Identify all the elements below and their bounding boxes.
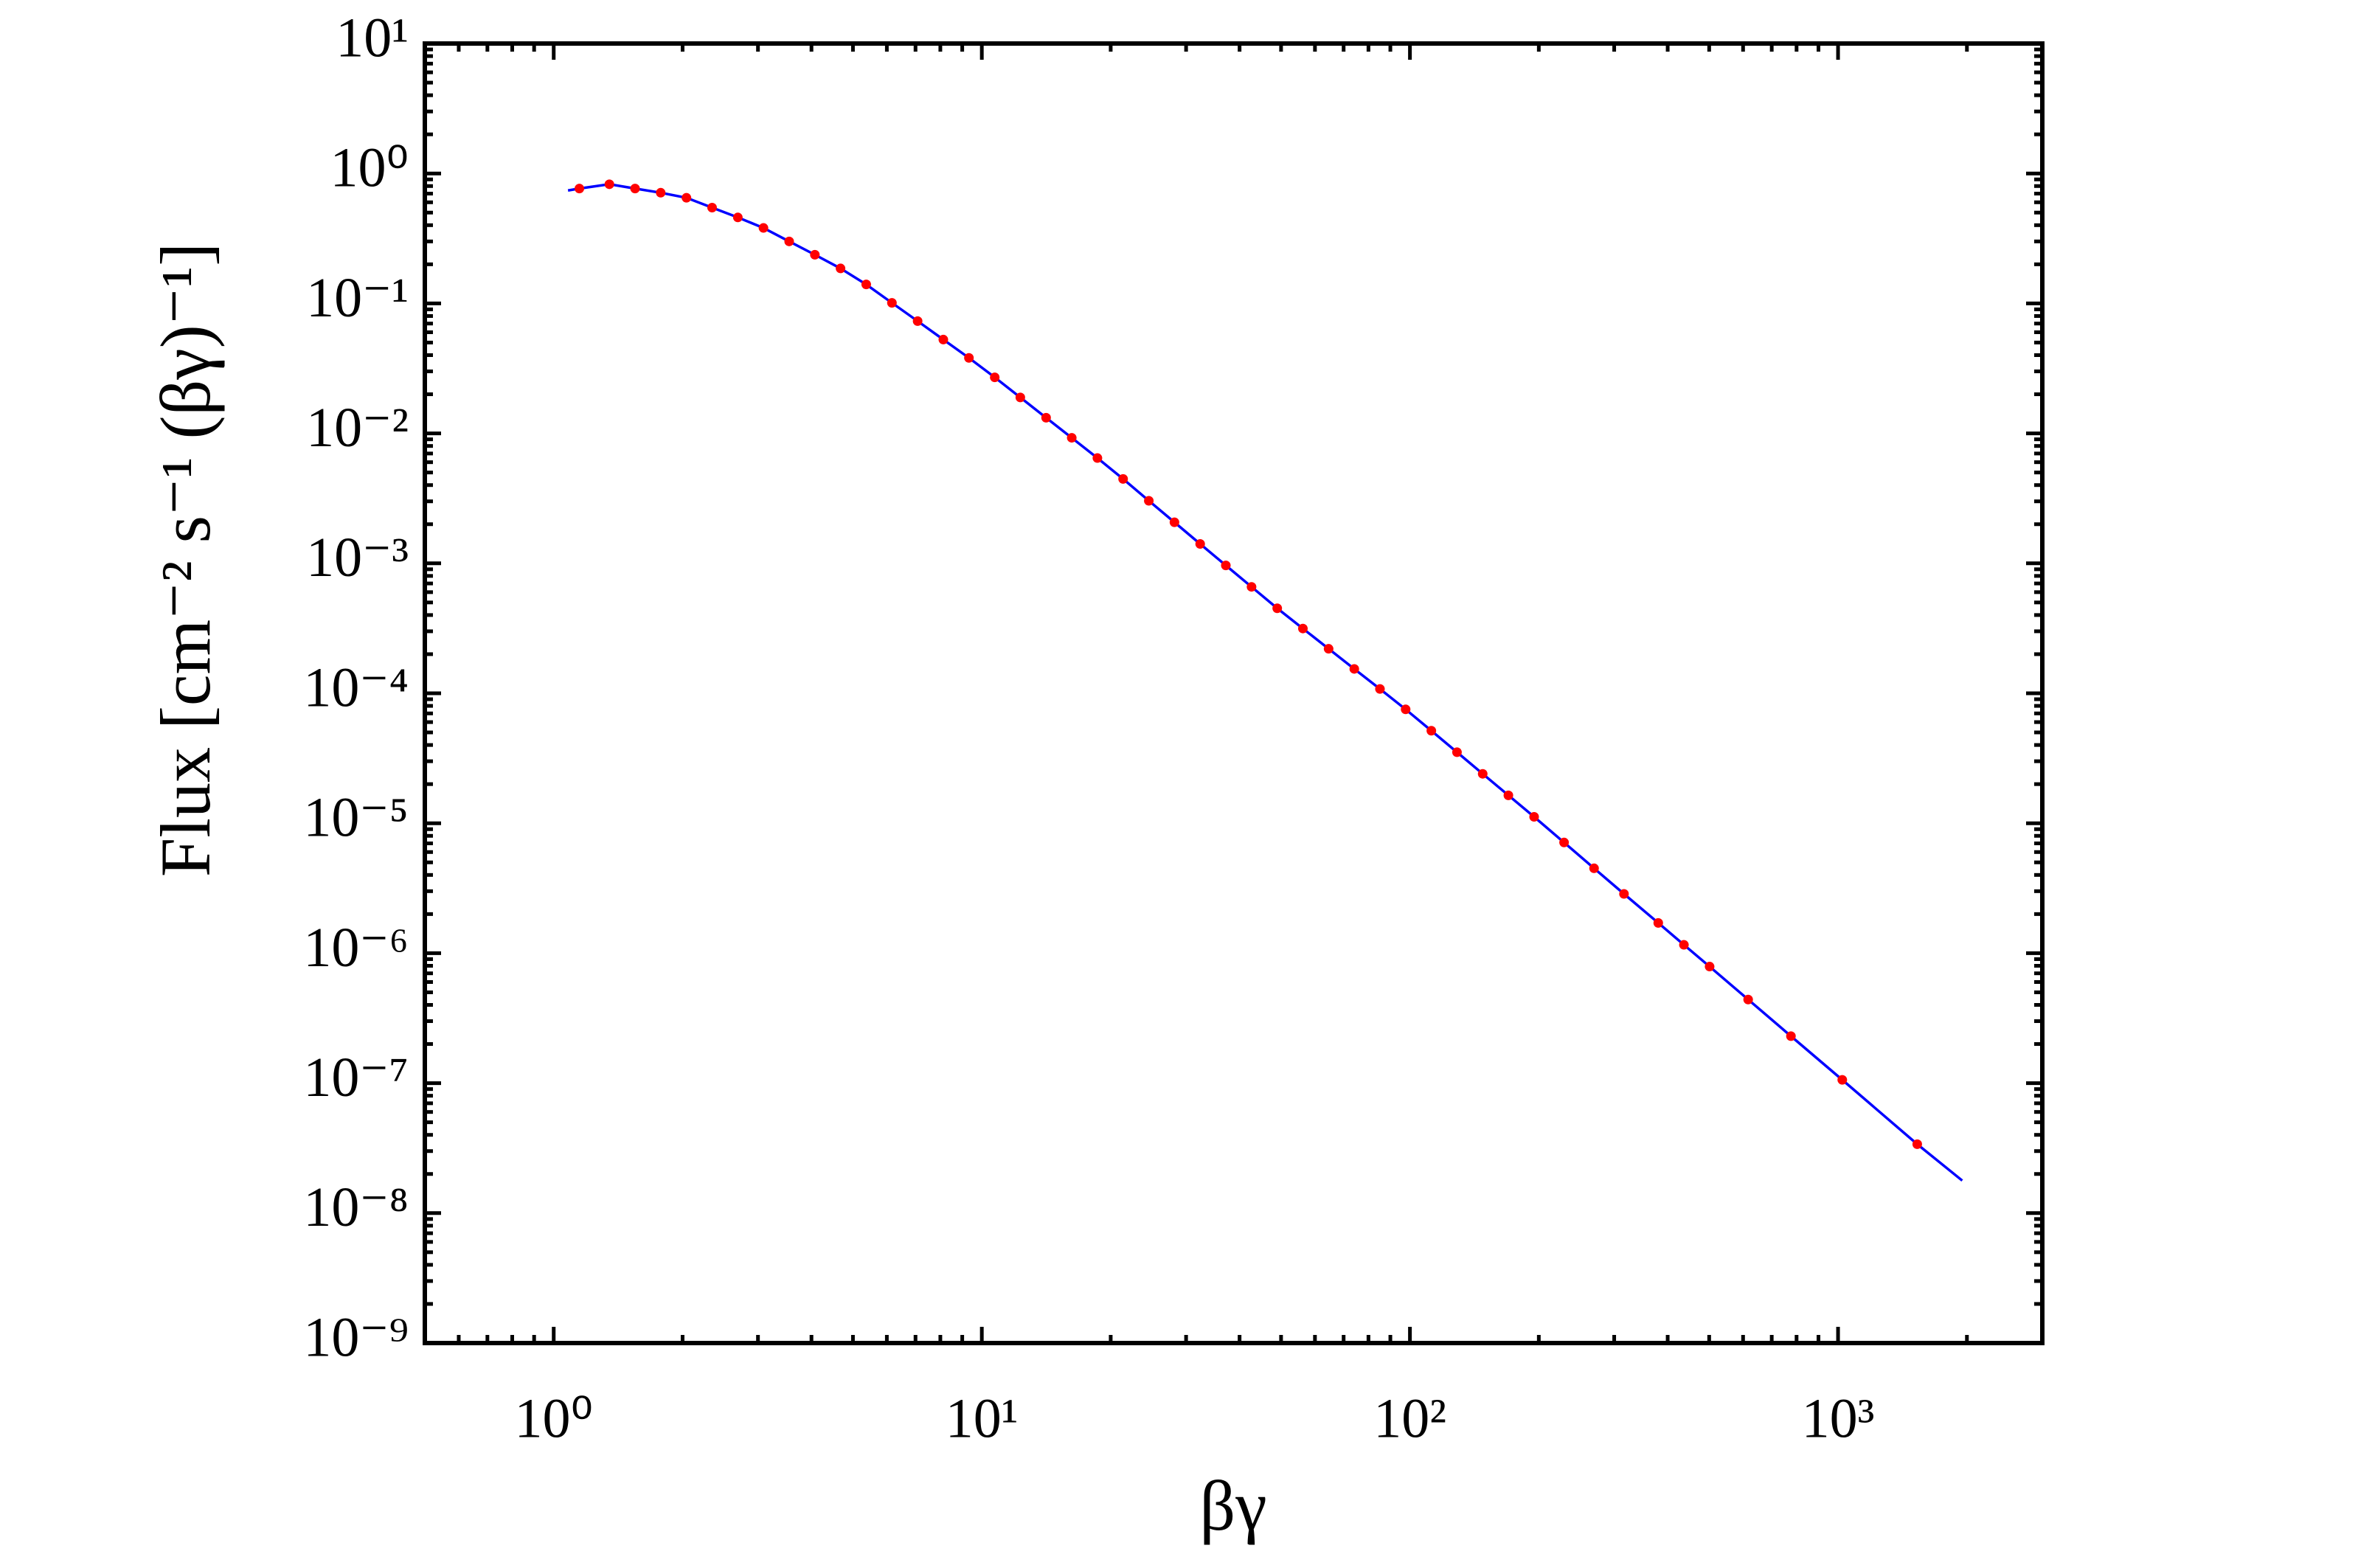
data-point	[1743, 994, 1753, 1005]
y-tick-label: 10⁻⁷	[303, 1047, 409, 1109]
data-point	[1195, 539, 1205, 549]
data-point	[1653, 917, 1663, 928]
data-point	[575, 184, 585, 194]
y-axis-title: Flux [cm⁻² s⁻¹ (βγ)⁻¹]	[146, 243, 225, 877]
data-point	[1477, 769, 1488, 779]
data-point	[1272, 603, 1283, 614]
data-point	[1705, 962, 1715, 972]
data-point	[1067, 433, 1077, 443]
data-point	[1375, 684, 1385, 694]
y-tick-label: 10⁻⁶	[303, 917, 409, 979]
y-tick-label: 10⁻²	[306, 397, 409, 459]
data-point	[1015, 392, 1025, 403]
data-point	[1529, 812, 1539, 822]
data-point	[938, 334, 949, 344]
data-point	[732, 212, 743, 223]
y-tick-label: 10⁻⁹	[303, 1306, 409, 1368]
data-point	[1297, 623, 1308, 634]
data-point	[630, 184, 640, 194]
data-point	[1619, 889, 1629, 899]
data-point	[1786, 1031, 1796, 1041]
y-tick-label: 10⁻¹	[306, 267, 409, 329]
data-point	[964, 353, 974, 363]
data-point	[1679, 940, 1689, 950]
x-tick-label: 10⁰	[514, 1387, 592, 1449]
data-point	[1118, 473, 1128, 484]
data-line	[567, 183, 1963, 1182]
data-point	[1169, 517, 1179, 527]
data-point	[1912, 1139, 1922, 1149]
data-point	[784, 236, 794, 246]
data-point	[912, 316, 923, 326]
data-point	[1401, 704, 1411, 715]
data-point	[861, 280, 871, 290]
data-point	[1323, 644, 1334, 654]
y-tick-label: 10⁻³	[306, 527, 409, 589]
data-point	[990, 372, 1000, 383]
data-point	[758, 223, 769, 233]
data-point	[1041, 412, 1051, 423]
data-point	[1092, 453, 1103, 463]
y-tick-label: 10¹	[336, 7, 409, 69]
data-point	[707, 203, 717, 213]
data-point	[604, 179, 614, 190]
y-tick-label: 10⁻⁵	[303, 787, 409, 849]
data-point	[1503, 790, 1513, 800]
data-point	[1837, 1075, 1848, 1085]
x-tick-label: 10³	[1802, 1387, 1875, 1449]
data-point	[1246, 582, 1257, 592]
plot-frame	[423, 41, 2045, 1345]
data-point	[1559, 837, 1570, 847]
data-point	[1221, 561, 1231, 571]
data-point	[1589, 863, 1599, 873]
data-point	[810, 249, 820, 260]
x-tick-label: 10²	[1373, 1387, 1446, 1449]
x-tick-label: 10¹	[946, 1387, 1019, 1449]
data-point	[1426, 726, 1437, 736]
y-tick-label: 10⁻⁴	[303, 656, 409, 718]
y-tick-label: 10⁻⁸	[303, 1176, 409, 1238]
data-point	[1452, 747, 1462, 757]
data-point	[1349, 664, 1359, 674]
data-point	[887, 298, 897, 308]
data-point	[1144, 496, 1154, 506]
data-point	[656, 187, 666, 198]
x-axis-title: βγ	[1199, 1466, 1266, 1545]
y-tick-label: 10⁰	[330, 137, 409, 199]
data-point	[836, 263, 846, 274]
data-point	[682, 192, 692, 203]
